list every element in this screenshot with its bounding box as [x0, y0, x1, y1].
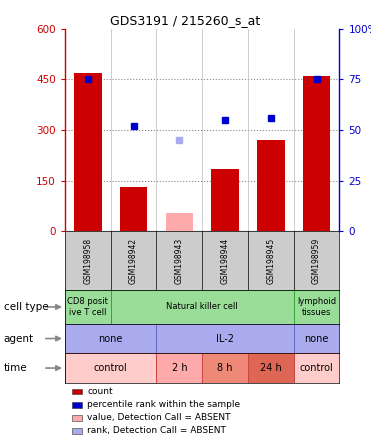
- Text: IL-2: IL-2: [216, 333, 234, 344]
- Text: lymphoid
tissues: lymphoid tissues: [297, 297, 336, 317]
- Text: 8 h: 8 h: [217, 363, 233, 373]
- Text: percentile rank within the sample: percentile rank within the sample: [87, 400, 240, 409]
- Text: control: control: [300, 363, 334, 373]
- Text: rank, Detection Call = ABSENT: rank, Detection Call = ABSENT: [87, 426, 226, 436]
- Bar: [157, 353, 202, 383]
- Text: GSM198959: GSM198959: [312, 238, 321, 284]
- Bar: [303, 76, 330, 231]
- Bar: [65, 324, 157, 353]
- Bar: [120, 187, 147, 231]
- Text: GDS3191 / 215260_s_at: GDS3191 / 215260_s_at: [111, 14, 260, 27]
- Text: GSM198943: GSM198943: [175, 238, 184, 284]
- Bar: [294, 290, 339, 324]
- Bar: [111, 290, 294, 324]
- Bar: [65, 353, 157, 383]
- Bar: [248, 353, 294, 383]
- Text: 24 h: 24 h: [260, 363, 282, 373]
- Bar: [202, 353, 248, 383]
- Text: Natural killer cell: Natural killer cell: [166, 302, 238, 311]
- Bar: [157, 324, 294, 353]
- Text: cell type: cell type: [4, 302, 48, 312]
- Text: count: count: [87, 387, 113, 396]
- Bar: [294, 324, 339, 353]
- Text: value, Detection Call = ABSENT: value, Detection Call = ABSENT: [87, 413, 231, 422]
- Bar: [257, 140, 285, 231]
- Text: none: none: [304, 333, 329, 344]
- Text: none: none: [98, 333, 123, 344]
- Bar: [74, 73, 102, 231]
- Text: 2 h: 2 h: [171, 363, 187, 373]
- Bar: [65, 290, 111, 324]
- Text: GSM198942: GSM198942: [129, 238, 138, 284]
- Bar: [165, 213, 193, 231]
- Text: control: control: [94, 363, 128, 373]
- Bar: [211, 169, 239, 231]
- Text: agent: agent: [4, 333, 34, 344]
- Bar: [294, 353, 339, 383]
- Text: GSM198944: GSM198944: [221, 238, 230, 284]
- Text: GSM198945: GSM198945: [266, 238, 275, 284]
- Text: GSM198958: GSM198958: [83, 238, 92, 284]
- Text: CD8 posit
ive T cell: CD8 posit ive T cell: [68, 297, 108, 317]
- Text: time: time: [4, 363, 27, 373]
